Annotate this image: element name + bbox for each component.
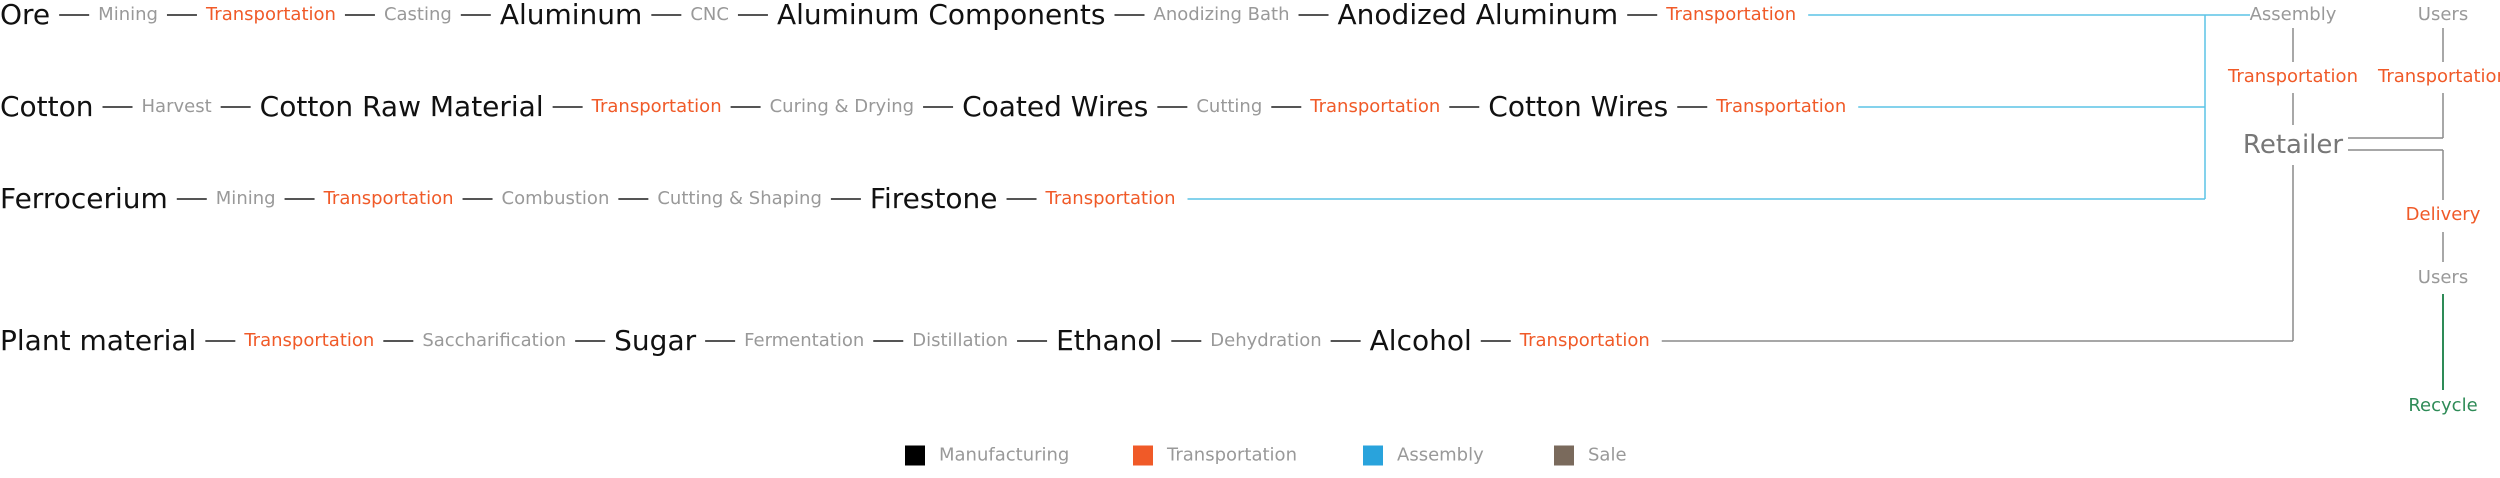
legend-manufacturing: Manufacturing: [905, 445, 1069, 466]
flow-node-orange: Transportation: [1666, 4, 1797, 25]
flow-node-small: CNC: [690, 4, 729, 25]
flow-node-small: Dehydration: [1210, 330, 1322, 351]
flow-node-orange: Transportation: [1310, 96, 1441, 117]
assembly-transportation-node: Transportation: [2228, 66, 2358, 87]
flow-node-big: Coated Wires: [962, 90, 1149, 123]
assembly-node: Assembly: [2249, 4, 2337, 25]
flow-node-orange: Transportation: [591, 96, 722, 117]
flow-node-small: Curing & Drying: [769, 96, 915, 117]
flow-node-small: Distillation: [912, 330, 1009, 351]
flow-node-big: Plant material: [0, 324, 197, 357]
legend-swatch-sale: [1554, 445, 1574, 465]
users-mid-node: Users: [2417, 267, 2469, 288]
flow-node-big: Aluminum Components: [776, 0, 1106, 31]
flow-node-big: Ore: [0, 0, 51, 31]
flow-node-small: Saccharification: [422, 330, 567, 351]
flow-node-orange: Transportation: [205, 4, 336, 25]
flow-node-big: Ferrocerium: [0, 182, 168, 215]
flow-node-small: Anodizing Bath: [1153, 4, 1290, 25]
flow-node-small: Cutting & Shaping: [657, 188, 822, 209]
flow-node-orange: Transportation: [1519, 330, 1650, 351]
legend-swatch-transportation: [1133, 445, 1153, 465]
legend-label-manufacturing: Manufacturing: [939, 444, 1070, 466]
flow-node-big: Cotton Raw Material: [259, 90, 544, 123]
legend-assembly: Assembly: [1363, 445, 1484, 466]
legend-swatch-assembly: [1363, 445, 1383, 465]
flow-node-big: Anodized Aluminum: [1337, 0, 1619, 31]
retailer-node: Retailer: [2242, 130, 2344, 160]
legend-label-assembly: Assembly: [1397, 444, 1484, 466]
flow-node-big: Cotton Wires: [1488, 90, 1669, 123]
flow-node-small: Mining: [215, 188, 276, 209]
flow-node-orange: Transportation: [244, 330, 375, 351]
legend-sale: Sale: [1554, 445, 1627, 466]
legend-transportation: Transportation: [1133, 445, 1297, 466]
legend-label-sale: Sale: [1588, 444, 1627, 466]
flow-node-big: Ethanol: [1056, 324, 1163, 357]
flow-node-orange: Transportation: [1045, 188, 1176, 209]
users-transportation-node: Transportation: [2378, 66, 2500, 87]
flow-node-orange: Transportation: [1716, 96, 1847, 117]
legend-label-transportation: Transportation: [1167, 444, 1297, 466]
users-top-node: Users: [2417, 4, 2469, 25]
delivery-node: Delivery: [2405, 204, 2481, 225]
flow-node-small: Cutting: [1196, 96, 1263, 117]
flow-node-small: Casting: [383, 4, 452, 25]
flow-node-small: Harvest: [141, 96, 212, 117]
flow-node-small: Mining: [98, 4, 158, 25]
flow-node-big: Sugar: [614, 324, 697, 357]
legend-swatch-manufacturing: [905, 445, 925, 465]
flow-node-big: Firestone: [869, 182, 998, 215]
flow-node-big: Aluminum: [499, 0, 643, 31]
flow-node-small: Combustion: [501, 188, 610, 209]
flow-node-big: Cotton: [0, 90, 94, 123]
recycle-node: Recycle: [2408, 395, 2478, 416]
flow-node-big: Alcohol: [1369, 324, 1472, 357]
flow-node-orange: Transportation: [323, 188, 454, 209]
flow-node-small: Fermentation: [744, 330, 865, 351]
